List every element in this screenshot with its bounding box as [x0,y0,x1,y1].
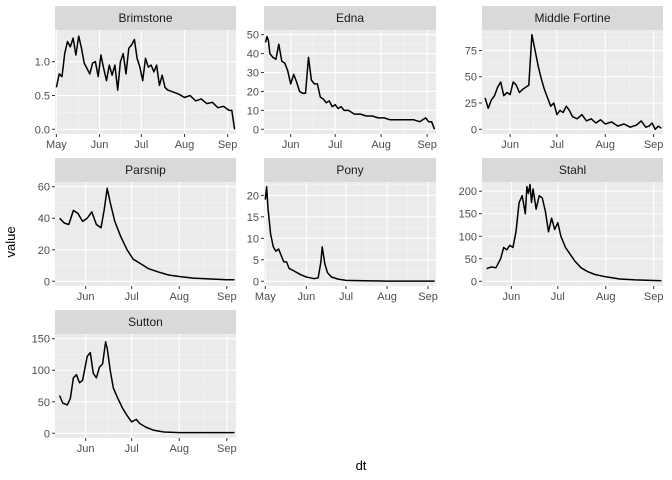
facet-strip [55,310,236,334]
facet-strip [55,6,236,30]
y-tick-label: 100 [32,365,50,377]
y-tick-label: 50 [465,254,477,266]
y-tick-label: 20 [38,245,50,257]
facet-sutton: Sutton 0 50 100 150 Jun Jul Aug Sep [32,310,237,455]
x-tick-label: Jun [282,139,300,151]
y-tick-label: 0 [471,124,477,136]
y-tick-label: 100 [459,231,477,243]
facet-strip [482,6,663,30]
x-tick-label: Jun [297,291,315,303]
panel-background [55,30,236,134]
x-tick-label: Jun [501,139,519,151]
x-tick-label: Sep [418,291,438,303]
facet-middle-fortine: Middle Fortine 0 25 50 75 Jun Jul Aug Sep [465,6,664,151]
facet-parsnip: Parsnip 0 20 40 60 Jun Jul Aug Sep [38,158,237,303]
facet-strip [482,158,663,182]
y-tick-label: 40 [247,49,259,61]
x-tick-label: May [255,291,276,303]
series-line-parsnip [59,187,235,281]
facet-stahl: Stahl 0 50 100 150 200 Jun Jul Aug Sep [459,158,664,303]
x-tick-label: Jul [339,291,353,303]
series-line-pony [264,185,435,282]
x-tick-label: Jul [550,139,564,151]
x-tick-label: Sep [218,139,238,151]
facet-strip [55,158,236,182]
x-tick-label: Jun [77,443,95,455]
y-tick-label: 50 [247,30,259,42]
facet-strip-label: Middle Fortine [534,11,610,25]
y-tick-label: 50 [38,397,50,409]
x-tick-label: Sep [644,291,664,303]
x-tick-label: Aug [595,139,615,151]
x-tick-label: Jul [125,443,139,455]
y-tick-label: 10 [247,233,259,245]
facet-pony: Pony 0 5 10 15 20 May Jun Jul Aug Sep [247,158,438,303]
series-line-stahl [486,183,662,282]
y-tick-label: 10 [247,105,259,117]
y-tick-label: 75 [465,45,477,57]
facet-strip [264,6,436,30]
panel-background [482,182,663,286]
series-line-edna [264,35,436,130]
x-tick-label: Jul [551,291,565,303]
y-tick-label: 0.5 [35,91,50,103]
facet-panels: Brimstone 0.0 0.5 1.0 May Jun Jul Aug Sep Edna 0 10… [32,6,664,455]
x-tick-label: Sep [644,139,664,151]
y-tick-label: 200 [459,186,477,198]
y-tick-label: 0 [44,276,50,288]
x-tick-label: Aug [371,139,391,151]
x-tick-label: Aug [377,291,397,303]
y-tick-label: 50 [465,72,477,84]
facet-edna: Edna 0 10 20 30 40 50 Jun Jul Aug Sep [247,6,437,151]
facet-strip-label: Pony [336,163,363,177]
y-tick-label: 30 [247,68,259,80]
y-axis-title: value [3,226,18,257]
y-tick-label: 0 [471,276,477,288]
x-tick-label: Jun [91,139,109,151]
facet-strip-label: Stahl [559,163,586,177]
x-tick-label: Sep [217,443,237,455]
facet-strip-label: Brimstone [118,11,172,25]
panel-background [482,30,663,134]
x-tick-label: May [46,139,67,151]
x-axis-title: dt [356,458,367,473]
x-tick-label: Sep [417,139,437,151]
y-tick-label: 0.0 [35,124,50,136]
y-tick-label: 5 [253,255,259,267]
x-tick-label: Aug [175,139,195,151]
x-tick-label: Jun [503,291,521,303]
facet-strip-label: Edna [336,11,364,25]
series-line-middle-fortine [484,33,662,131]
x-tick-label: Sep [217,291,237,303]
facet-strip [264,158,436,182]
series-line-sutton [58,341,235,434]
x-tick-label: Aug [169,443,189,455]
series-line-brimstone [55,35,236,130]
x-tick-label: Aug [596,291,616,303]
x-tick-label: Jul [328,139,342,151]
y-tick-label: 40 [38,213,50,225]
y-tick-label: 0 [253,276,259,288]
y-tick-label: 15 [247,212,259,224]
y-tick-label: 1.0 [35,57,50,69]
x-tick-label: Jul [134,139,148,151]
y-tick-label: 0 [253,124,259,136]
facet-strip-label: Sutton [128,315,163,329]
facet-strip-label: Parsnip [125,163,166,177]
facet-brimstone: Brimstone 0.0 0.5 1.0 May Jun Jul Aug Sep [35,6,238,151]
x-tick-label: Aug [169,291,189,303]
x-tick-label: Jun [77,291,95,303]
y-tick-label: 20 [247,86,259,98]
y-tick-label: 20 [247,190,259,202]
y-tick-label: 150 [459,209,477,221]
x-tick-label: Jul [125,291,139,303]
y-tick-label: 60 [38,182,50,194]
y-tick-label: 150 [32,334,50,346]
y-tick-label: 25 [465,98,477,110]
y-tick-label: 0 [44,428,50,440]
